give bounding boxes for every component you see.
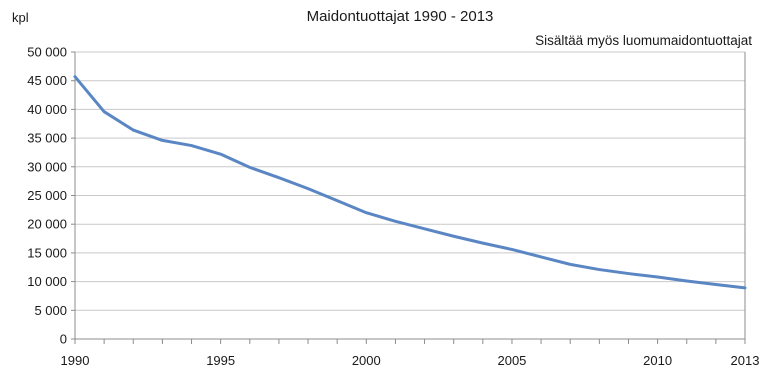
y-tick-label: 30 000 (27, 159, 67, 174)
y-tick-label: 5 000 (34, 303, 67, 318)
y-axis-unit-label: kpl (12, 10, 29, 25)
x-tick-label: 2010 (643, 353, 672, 368)
y-tick-label: 40 000 (27, 102, 67, 117)
y-tick-label: 50 000 (27, 45, 67, 60)
chart-subtitle: Sisältää myös luomumaidontuottajat (535, 33, 752, 48)
chart-title: Maidontuottajat 1990 - 2013 (307, 8, 494, 25)
y-tick-label: 10 000 (27, 274, 67, 289)
y-tick-label: 35 000 (27, 131, 67, 146)
y-tick-label: 20 000 (27, 217, 67, 232)
series (73, 75, 747, 290)
grid (75, 51, 745, 311)
x-tick-label: 1995 (206, 353, 235, 368)
y-tick-label: 45 000 (27, 73, 67, 88)
x-tick-label: 1990 (61, 353, 90, 368)
x-tick-label: 2000 (352, 353, 381, 368)
x-tick-label: 2013 (731, 353, 760, 368)
x-tick-label: 2005 (497, 353, 526, 368)
y-tick-labels: 0 5 000 10 000 15 000 20 000 25 000 30 000 35 0… (27, 45, 67, 347)
axes (71, 51, 746, 344)
x-tick-labels: 1990 1995 2000 2005 2010 2013 (61, 353, 760, 368)
series-line-maidontuottajat (73, 75, 747, 290)
y-tick-label: 15 000 (27, 245, 67, 260)
y-tick-label: 0 (60, 332, 67, 347)
y-tick-label: 25 000 (27, 188, 67, 203)
